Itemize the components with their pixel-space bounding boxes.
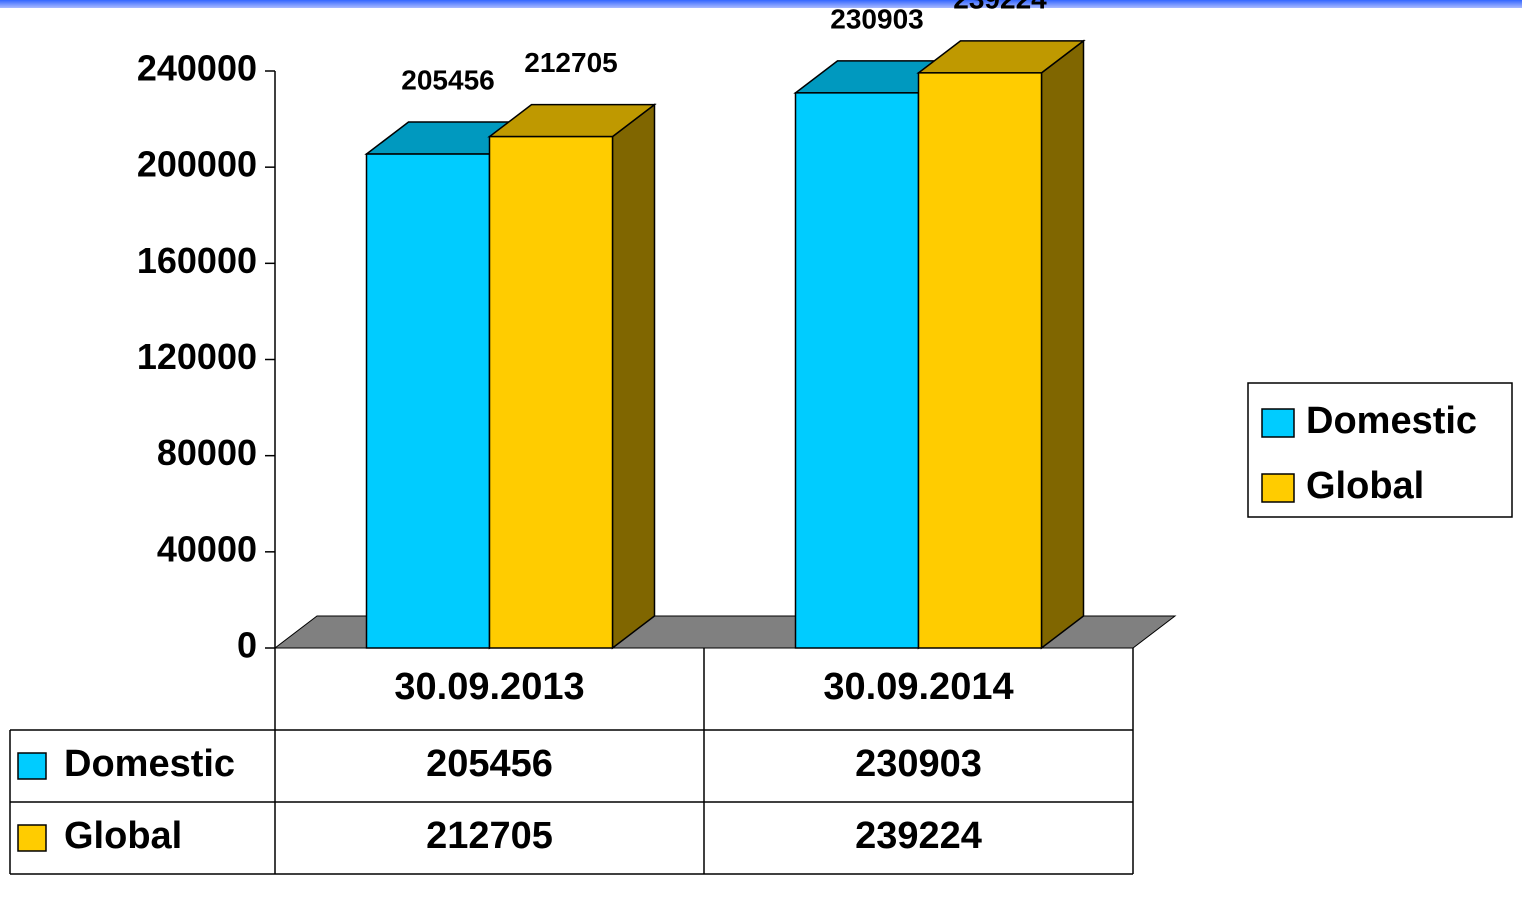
table-value: 230903	[855, 743, 982, 785]
y-tick-label: 120000	[137, 336, 257, 377]
y-tick-label: 40000	[157, 528, 257, 569]
legend-label: Domestic	[1306, 400, 1477, 442]
data-label: 212705	[524, 47, 617, 78]
table-row-label: Domestic	[64, 743, 235, 785]
table-swatch	[17, 752, 47, 780]
bar	[917, 72, 1043, 649]
bar	[794, 92, 920, 649]
table-value: 212705	[426, 815, 553, 857]
legend-swatch	[1261, 473, 1295, 503]
data-label: 230903	[830, 3, 923, 34]
bar-side	[1040, 39, 1085, 650]
y-tick-label: 0	[237, 625, 257, 666]
x-tick-label: 30.09.2013	[394, 666, 584, 708]
bar	[365, 153, 491, 649]
data-label: 239224	[953, 0, 1047, 14]
data-label: 205456	[401, 64, 494, 95]
legend-label: Global	[1306, 465, 1424, 507]
y-tick-label: 240000	[137, 48, 257, 89]
bar	[488, 135, 614, 649]
y-tick-label: 200000	[137, 144, 257, 185]
table-value: 239224	[855, 815, 982, 857]
table-row-label: Global	[64, 815, 182, 857]
top-band	[0, 0, 1522, 8]
x-tick-label: 30.09.2014	[823, 666, 1013, 708]
y-tick-label: 160000	[137, 240, 257, 281]
table-value: 205456	[426, 743, 553, 785]
legend-swatch	[1261, 408, 1295, 438]
table-swatch	[17, 824, 47, 852]
y-tick-label: 80000	[157, 432, 257, 473]
bar-side	[611, 103, 656, 650]
